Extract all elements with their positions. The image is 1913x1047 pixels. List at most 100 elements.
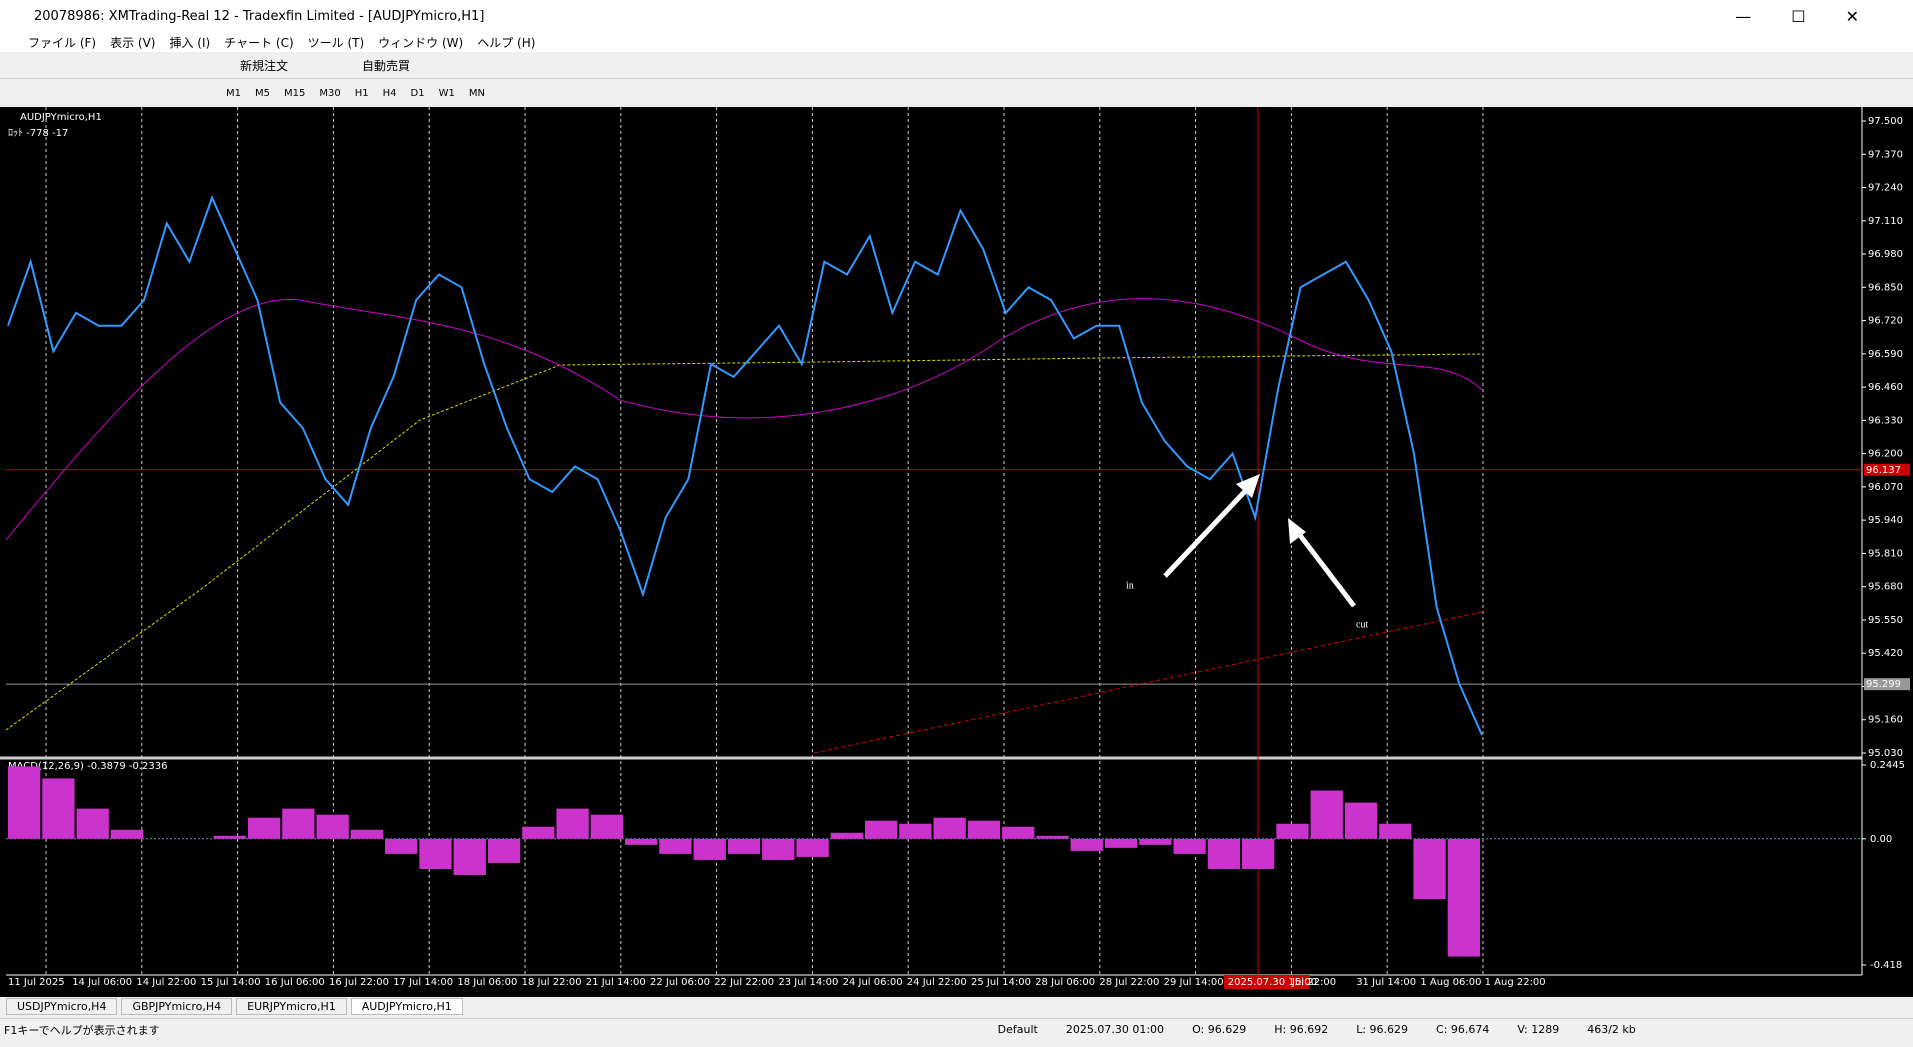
level-line-box bbox=[1864, 678, 1910, 691]
macd-bar bbox=[213, 835, 246, 839]
x-tick-label: 28 Jul 22:00 bbox=[1099, 977, 1159, 988]
timeframe-button[interactable]: M15 bbox=[284, 87, 306, 99]
window-title: 20078986: XMTrading-Real 12 - Tradexfin … bbox=[34, 8, 485, 24]
macd-bar bbox=[350, 829, 384, 839]
status-field[interactable]: F1キーでヘルプが表示されます bbox=[4, 1023, 160, 1037]
timeframe-button[interactable]: M30 bbox=[319, 87, 341, 99]
y-tick-label: 97.370 bbox=[1868, 149, 1903, 160]
macd-bar bbox=[1207, 838, 1241, 869]
x-tick-label: 17 Jul 14:00 bbox=[393, 977, 453, 988]
macd-bar bbox=[1276, 823, 1309, 839]
title-bar: 20078986: XMTrading-Real 12 - Tradexfin … bbox=[0, 0, 1913, 32]
x-tick-label: 25 Jul 14:00 bbox=[971, 977, 1031, 988]
menu-item[interactable]: チャート (C) bbox=[224, 35, 294, 50]
y-tick-label: 96.200 bbox=[1868, 449, 1903, 460]
moving-average-long bbox=[5, 353, 1483, 731]
y-tick-label: 95.550 bbox=[1868, 615, 1903, 626]
tab-bar: USDJPYmicro,H4 GBPJPYmicro,H4 EURJPYmicro,… bbox=[0, 996, 1913, 1016]
window-controls[interactable]: —☐✕ bbox=[1735, 6, 1899, 26]
macd-bar bbox=[385, 838, 418, 854]
x-tick-label: 31 Jul 14:00 bbox=[1356, 977, 1416, 988]
macd-bar bbox=[830, 832, 863, 839]
y-tick-label: 95.030 bbox=[1868, 748, 1903, 759]
x-tick-label: 15 Jul 14:00 bbox=[201, 977, 261, 988]
x-tick-label: 1 Aug 06:00 bbox=[1420, 977, 1481, 988]
macd-bar bbox=[659, 838, 692, 854]
macd-bar bbox=[762, 838, 795, 860]
macd-bar bbox=[1070, 838, 1103, 851]
highlighted-time-box bbox=[1223, 975, 1310, 989]
macd-bar bbox=[796, 838, 829, 857]
menu-item[interactable]: ツール (T) bbox=[307, 35, 365, 50]
moving-average-mid bbox=[5, 298, 1483, 541]
status-field[interactable]: 2025.07.30 01:00 bbox=[1065, 1023, 1165, 1036]
macd-bar bbox=[1379, 823, 1412, 839]
menu-item[interactable]: ファイル (F) bbox=[28, 35, 97, 50]
status-field[interactable]: L: 96.629 bbox=[1356, 1023, 1409, 1036]
timeframe-button[interactable]: H1 bbox=[354, 87, 369, 99]
x-tick-label: 24 Jul 06:00 bbox=[843, 977, 903, 988]
macd-bar bbox=[1413, 838, 1446, 900]
macd-bar bbox=[1139, 838, 1172, 845]
y-tick-label: 96.590 bbox=[1868, 349, 1903, 360]
timeframe-button[interactable]: D1 bbox=[410, 87, 425, 99]
macd-bar bbox=[693, 838, 726, 860]
chart-tab[interactable]: EURJPYmicro,H1 bbox=[236, 997, 347, 1015]
macd-bar bbox=[1344, 802, 1378, 839]
status-field[interactable]: H: 96.692 bbox=[1274, 1023, 1329, 1036]
trend-line bbox=[813, 611, 1483, 754]
chart-tab[interactable]: GBPJPYmicro,H4 bbox=[121, 997, 233, 1015]
macd-y-tick-label: 0.2445 bbox=[1870, 760, 1905, 771]
status-bar: F1キーでヘルプが表示されます Default 2025.07.30 01:00 O:… bbox=[0, 1018, 1913, 1040]
chart-tab[interactable]: AUDJPYmicro,H1 bbox=[350, 997, 463, 1015]
status-field[interactable]: 463/2 kb bbox=[1587, 1023, 1636, 1036]
timeframe-button[interactable]: M1 bbox=[226, 87, 241, 99]
x-tick-label: 24 Jul 22:00 bbox=[907, 977, 967, 988]
macd-y-tick-label: 0.00 bbox=[1870, 834, 1892, 845]
menu-item[interactable]: 挿入 (I) bbox=[169, 35, 211, 50]
macd-bar bbox=[933, 817, 966, 839]
x-tick-label: 11 Jul 2025 bbox=[8, 977, 65, 988]
timeframe-button[interactable]: W1 bbox=[438, 87, 455, 99]
macd-bar bbox=[967, 820, 1001, 839]
new-order-button[interactable]: 新規注文 bbox=[240, 59, 289, 73]
menu-item[interactable]: ヘルプ (H) bbox=[477, 35, 536, 50]
y-tick-label: 95.290 bbox=[1868, 681, 1903, 692]
annotation: in bbox=[1126, 580, 1134, 591]
macd-bar bbox=[282, 808, 315, 839]
timeframe-button[interactable]: M5 bbox=[255, 87, 270, 99]
timeframe-bar: M1 M5 M15 M30 H1 H4 D1 W1 MN bbox=[0, 80, 1913, 106]
macd-bar bbox=[1036, 835, 1069, 839]
macd-bar bbox=[556, 808, 589, 839]
menu-bar: ファイル (F) 表示 (V) 挿入 (I) チャート (C) ツール (T) ウィンドウ… bbox=[0, 32, 1913, 52]
menu-item[interactable]: 表示 (V) bbox=[110, 35, 156, 50]
arrow-head bbox=[1236, 474, 1260, 498]
y-tick-label: 96.460 bbox=[1868, 382, 1903, 393]
y-tick-label: 95.160 bbox=[1868, 715, 1903, 726]
x-tick-label: 21 Jul 14:00 bbox=[586, 977, 646, 988]
status-field[interactable]: V: 1289 bbox=[1517, 1023, 1560, 1036]
x-tick-label: 18 Jul 22:00 bbox=[522, 977, 582, 988]
chart-tab[interactable]: USDJPYmicro,H4 bbox=[6, 997, 118, 1015]
macd-bar bbox=[1447, 838, 1480, 957]
auto-trading-button[interactable]: 自動売買 bbox=[362, 59, 411, 73]
menu-item[interactable]: ウィンドウ (W) bbox=[378, 35, 464, 50]
macd-bar bbox=[1173, 838, 1206, 854]
macd-bar bbox=[8, 766, 41, 839]
status-field[interactable]: O: 96.629 bbox=[1192, 1023, 1247, 1036]
timeframe-button[interactable]: MN bbox=[468, 87, 485, 99]
macd-bar bbox=[1310, 790, 1343, 839]
x-tick-label: 14 Jul 06:00 bbox=[72, 977, 132, 988]
macd-bar bbox=[1002, 826, 1035, 839]
x-tick-label: 1 Aug 22:00 bbox=[1485, 977, 1546, 988]
macd-y-tick-label: -0.418 bbox=[1870, 960, 1902, 971]
macd-bar bbox=[625, 838, 658, 845]
timeframe-button[interactable]: H4 bbox=[382, 87, 397, 99]
macd-bar bbox=[522, 826, 555, 839]
status-field[interactable]: Default bbox=[997, 1023, 1038, 1036]
status-field[interactable]: C: 96.674 bbox=[1436, 1023, 1490, 1036]
annotation: cut bbox=[1356, 619, 1368, 630]
x-tick-label: 18 Jul 06:00 bbox=[457, 977, 517, 988]
current-price-line-box bbox=[1864, 463, 1910, 476]
